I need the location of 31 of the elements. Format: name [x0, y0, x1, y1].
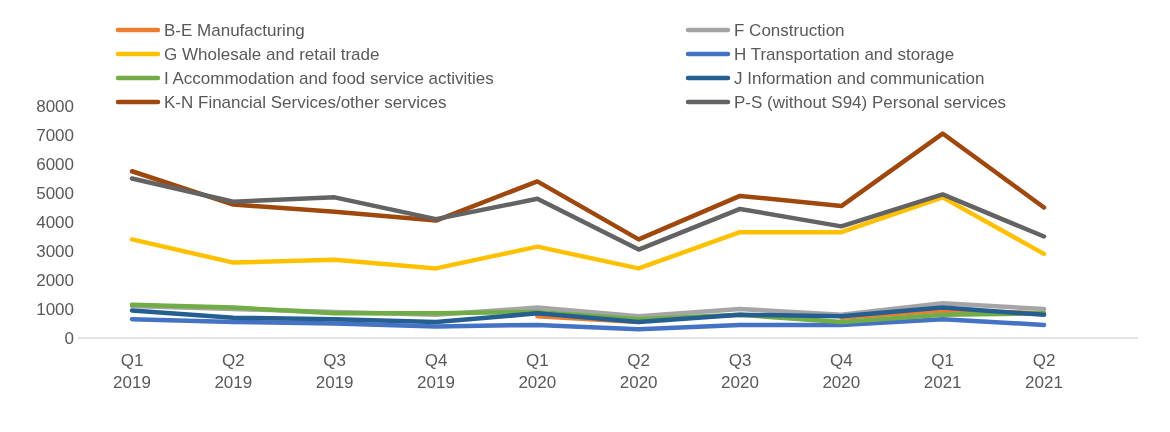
legend-label: G Wholesale and retail trade — [164, 44, 380, 64]
y-tick-label: 7000 — [36, 125, 74, 145]
x-tick-label: Q1 2021 — [923, 351, 962, 392]
y-tick-label: 5000 — [36, 183, 74, 203]
x-tick-label: Q1 2020 — [518, 351, 557, 392]
line-series — [129, 176, 1047, 252]
x-tick-label: Q4 2020 — [822, 351, 861, 392]
y-tick-label: 1000 — [36, 299, 74, 319]
y-tick-label: 2000 — [36, 270, 74, 290]
y-tick-label: 0 — [64, 328, 74, 348]
y-tick-label: 6000 — [36, 154, 74, 174]
legend-label: F Construction — [734, 20, 845, 40]
x-tick-label: Q3 2019 — [315, 351, 354, 392]
line-series — [129, 131, 1047, 242]
line-series — [129, 316, 1047, 332]
legend-label: B-E Manufacturing — [164, 20, 305, 40]
x-tick-label: Q2 2021 — [1025, 351, 1063, 392]
x-tick-label: Q1 2019 — [113, 351, 151, 392]
legend-label: H Transportation and storage — [734, 44, 955, 64]
y-tick-label: 4000 — [36, 212, 74, 232]
x-tick-label: Q4 2019 — [417, 351, 455, 392]
x-tick-label: Q2 2019 — [214, 351, 253, 392]
line-series — [129, 195, 1047, 271]
x-tick-label: Q3 2020 — [721, 351, 759, 392]
y-tick-label: 3000 — [36, 241, 74, 261]
legend-label: P-S (without S94) Personal services — [734, 92, 1007, 112]
legend-label: I Accommodation and food service activities — [164, 68, 494, 88]
y-tick-label: 8000 — [36, 96, 74, 116]
legend-label: J Information and communication — [734, 68, 985, 88]
legend-label: K-N Financial Services/other services — [164, 92, 447, 112]
x-tick-label: Q2 2020 — [619, 351, 658, 392]
